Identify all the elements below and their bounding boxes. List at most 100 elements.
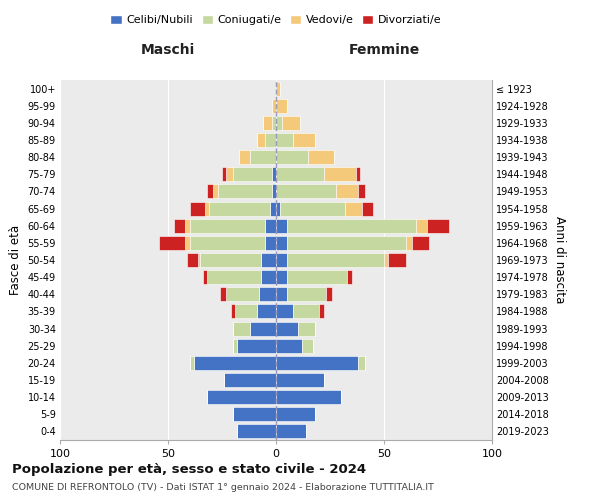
Bar xyxy=(276,150,308,164)
Text: Maschi: Maschi xyxy=(141,44,195,58)
Bar xyxy=(237,424,276,438)
Bar xyxy=(293,133,315,147)
Y-axis label: Anni di nascita: Anni di nascita xyxy=(553,216,566,304)
Bar xyxy=(276,202,280,215)
Bar xyxy=(220,288,226,302)
Bar xyxy=(337,184,358,198)
Bar xyxy=(358,184,365,198)
Bar xyxy=(207,390,276,404)
Bar xyxy=(263,116,272,130)
Text: Popolazione per età, sesso e stato civile - 2024: Popolazione per età, sesso e stato civil… xyxy=(12,462,366,475)
Bar xyxy=(175,218,185,232)
Bar xyxy=(261,253,276,267)
Bar xyxy=(190,236,265,250)
Bar xyxy=(233,322,250,336)
Bar xyxy=(276,288,287,302)
Bar xyxy=(205,202,209,215)
Bar xyxy=(265,236,276,250)
Bar xyxy=(203,270,207,284)
Bar xyxy=(412,236,430,250)
Bar xyxy=(276,133,293,147)
Bar xyxy=(257,133,265,147)
Bar xyxy=(319,304,323,318)
Bar xyxy=(265,133,276,147)
Bar xyxy=(250,322,276,336)
Bar xyxy=(226,168,233,181)
Bar xyxy=(276,322,298,336)
Bar xyxy=(194,356,276,370)
Bar xyxy=(265,218,276,232)
Bar xyxy=(326,288,332,302)
Bar xyxy=(287,218,416,232)
Bar xyxy=(272,98,276,112)
Bar xyxy=(272,116,276,130)
Bar xyxy=(222,168,226,181)
Bar xyxy=(207,270,261,284)
Text: COMUNE DI REFRONTOLO (TV) - Dati ISTAT 1° gennaio 2024 - Elaborazione TUTTITALIA: COMUNE DI REFRONTOLO (TV) - Dati ISTAT 1… xyxy=(12,482,434,492)
Bar xyxy=(280,202,345,215)
Bar xyxy=(276,236,287,250)
Bar xyxy=(276,168,323,181)
Bar xyxy=(276,304,293,318)
Bar xyxy=(218,184,272,198)
Bar xyxy=(160,236,185,250)
Bar xyxy=(308,150,334,164)
Bar xyxy=(207,184,214,198)
Bar xyxy=(287,270,347,284)
Bar xyxy=(272,168,276,181)
Bar xyxy=(276,82,280,96)
Bar xyxy=(276,98,287,112)
Bar xyxy=(427,218,449,232)
Bar xyxy=(237,338,276,352)
Bar xyxy=(287,236,406,250)
Bar xyxy=(276,184,337,198)
Bar xyxy=(185,236,190,250)
Bar xyxy=(283,116,300,130)
Bar xyxy=(276,338,302,352)
Bar xyxy=(233,408,276,422)
Bar xyxy=(276,390,341,404)
Bar xyxy=(302,338,313,352)
Bar xyxy=(345,202,362,215)
Bar xyxy=(257,304,276,318)
Legend: Celibi/Nubili, Coniugati/e, Vedovi/e, Divorziati/e: Celibi/Nubili, Coniugati/e, Vedovi/e, Di… xyxy=(106,10,446,30)
Bar xyxy=(259,288,276,302)
Bar xyxy=(362,202,373,215)
Bar xyxy=(185,218,190,232)
Bar xyxy=(250,150,276,164)
Bar xyxy=(347,270,352,284)
Bar xyxy=(293,304,319,318)
Bar xyxy=(230,304,235,318)
Bar xyxy=(239,150,250,164)
Text: Femmine: Femmine xyxy=(349,44,419,58)
Bar xyxy=(187,253,198,267)
Bar xyxy=(406,236,412,250)
Bar xyxy=(235,304,257,318)
Bar xyxy=(276,218,287,232)
Bar xyxy=(276,356,358,370)
Bar xyxy=(233,338,237,352)
Bar xyxy=(190,202,205,215)
Bar xyxy=(261,270,276,284)
Bar xyxy=(276,373,323,387)
Bar xyxy=(190,356,194,370)
Bar xyxy=(214,184,218,198)
Bar xyxy=(276,116,283,130)
Bar xyxy=(276,424,306,438)
Bar xyxy=(298,322,315,336)
Bar xyxy=(287,253,384,267)
Bar xyxy=(356,168,360,181)
Bar xyxy=(198,253,200,267)
Bar xyxy=(388,253,406,267)
Bar xyxy=(323,168,356,181)
Bar xyxy=(200,253,261,267)
Bar xyxy=(287,288,326,302)
Bar xyxy=(224,373,276,387)
Y-axis label: Fasce di età: Fasce di età xyxy=(9,225,22,295)
Bar xyxy=(190,218,265,232)
Bar xyxy=(276,270,287,284)
Bar xyxy=(384,253,388,267)
Bar xyxy=(269,202,276,215)
Bar xyxy=(209,202,269,215)
Bar xyxy=(276,408,315,422)
